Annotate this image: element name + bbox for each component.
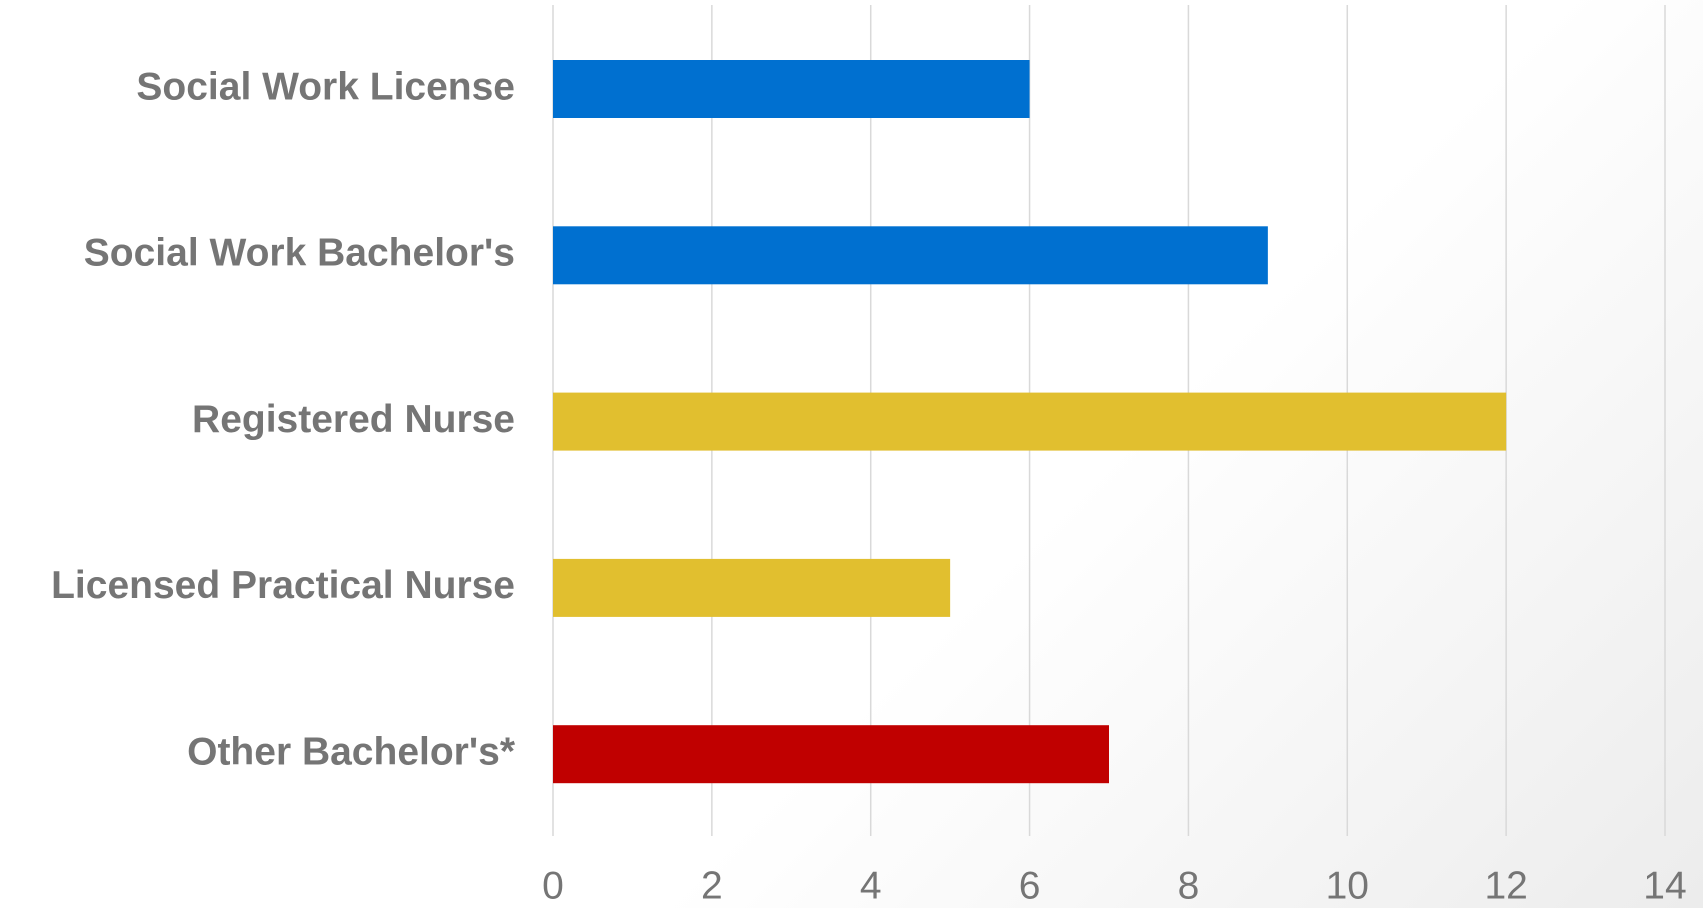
y-tick-label: Other Bachelor's*: [187, 730, 516, 773]
x-tick-label: 0: [542, 864, 564, 907]
bar: [553, 226, 1268, 285]
bar: [553, 60, 1030, 118]
bar: [553, 392, 1507, 451]
x-tick-label: 14: [1643, 864, 1686, 907]
bar: [553, 558, 951, 617]
y-tick-label: Social Work License: [136, 65, 515, 108]
x-tick-label: 8: [1178, 864, 1200, 907]
y-tick-label: Social Work Bachelor's: [84, 232, 515, 275]
y-tick-label: Registered Nurse: [192, 398, 515, 441]
y-tick-label: Licensed Practical Nurse: [51, 564, 515, 607]
x-tick-label: 2: [701, 864, 723, 907]
x-tick-label: 10: [1326, 864, 1369, 907]
bar: [553, 725, 1109, 784]
x-tick-label: 6: [1019, 864, 1041, 907]
x-tick-label: 12: [1484, 864, 1527, 907]
x-tick-label: 4: [860, 864, 882, 907]
